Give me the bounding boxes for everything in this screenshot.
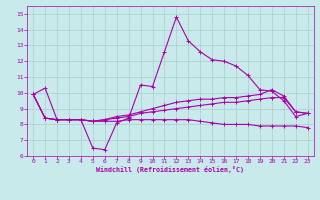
X-axis label: Windchill (Refroidissement éolien,°C): Windchill (Refroidissement éolien,°C)	[96, 166, 244, 173]
